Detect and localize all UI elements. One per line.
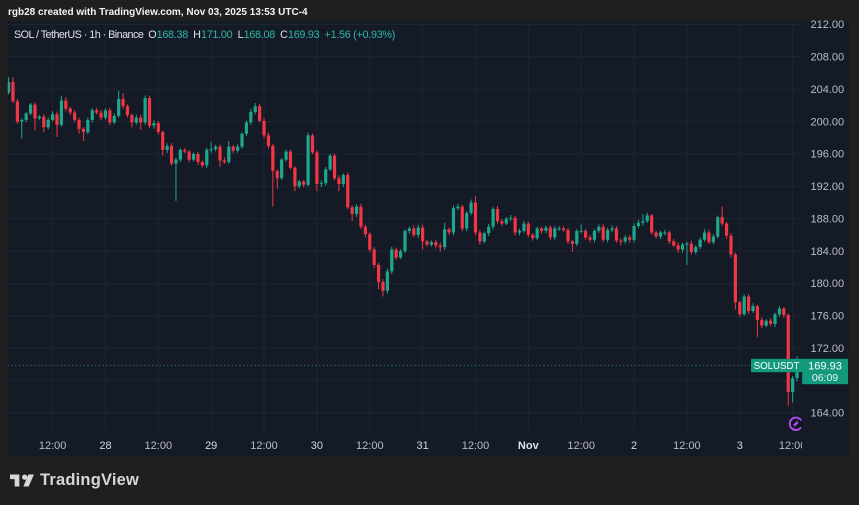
svg-text:12:00: 12:00 <box>250 440 278 452</box>
svg-text:12:00: 12:00 <box>462 440 490 452</box>
svg-text:164.00: 164.00 <box>811 408 845 420</box>
svg-text:12:00: 12:00 <box>567 440 595 452</box>
svg-text:184.00: 184.00 <box>811 246 845 258</box>
svg-text:172.00: 172.00 <box>811 343 845 355</box>
svg-text:SOLUSDT: SOLUSDT <box>754 361 800 372</box>
svg-text:208.00: 208.00 <box>811 52 845 64</box>
svg-text:169.93: 169.93 <box>808 360 842 372</box>
svg-text:29: 29 <box>205 440 217 452</box>
svg-text:31: 31 <box>416 440 428 452</box>
svg-text:06:09: 06:09 <box>812 372 838 384</box>
svg-text:196.00: 196.00 <box>811 149 845 161</box>
svg-text:3: 3 <box>737 440 743 452</box>
svg-text:12:00: 12:00 <box>39 440 67 452</box>
svg-text:28: 28 <box>99 440 111 452</box>
svg-text:200.00: 200.00 <box>811 116 845 128</box>
svg-text:180.00: 180.00 <box>811 278 845 290</box>
svg-text:204.00: 204.00 <box>811 84 845 96</box>
svg-text:Nov: Nov <box>518 440 540 452</box>
svg-text:192.00: 192.00 <box>811 181 845 193</box>
svg-text:12:00: 12:00 <box>779 440 807 452</box>
svg-text:188.00: 188.00 <box>811 213 845 225</box>
svg-text:12:00: 12:00 <box>673 440 701 452</box>
svg-text:212.00: 212.00 <box>811 19 845 31</box>
svg-text:2: 2 <box>631 440 637 452</box>
svg-text:12:00: 12:00 <box>356 440 384 452</box>
svg-text:176.00: 176.00 <box>811 311 845 323</box>
svg-text:12:00: 12:00 <box>145 440 173 452</box>
svg-text:30: 30 <box>311 440 323 452</box>
